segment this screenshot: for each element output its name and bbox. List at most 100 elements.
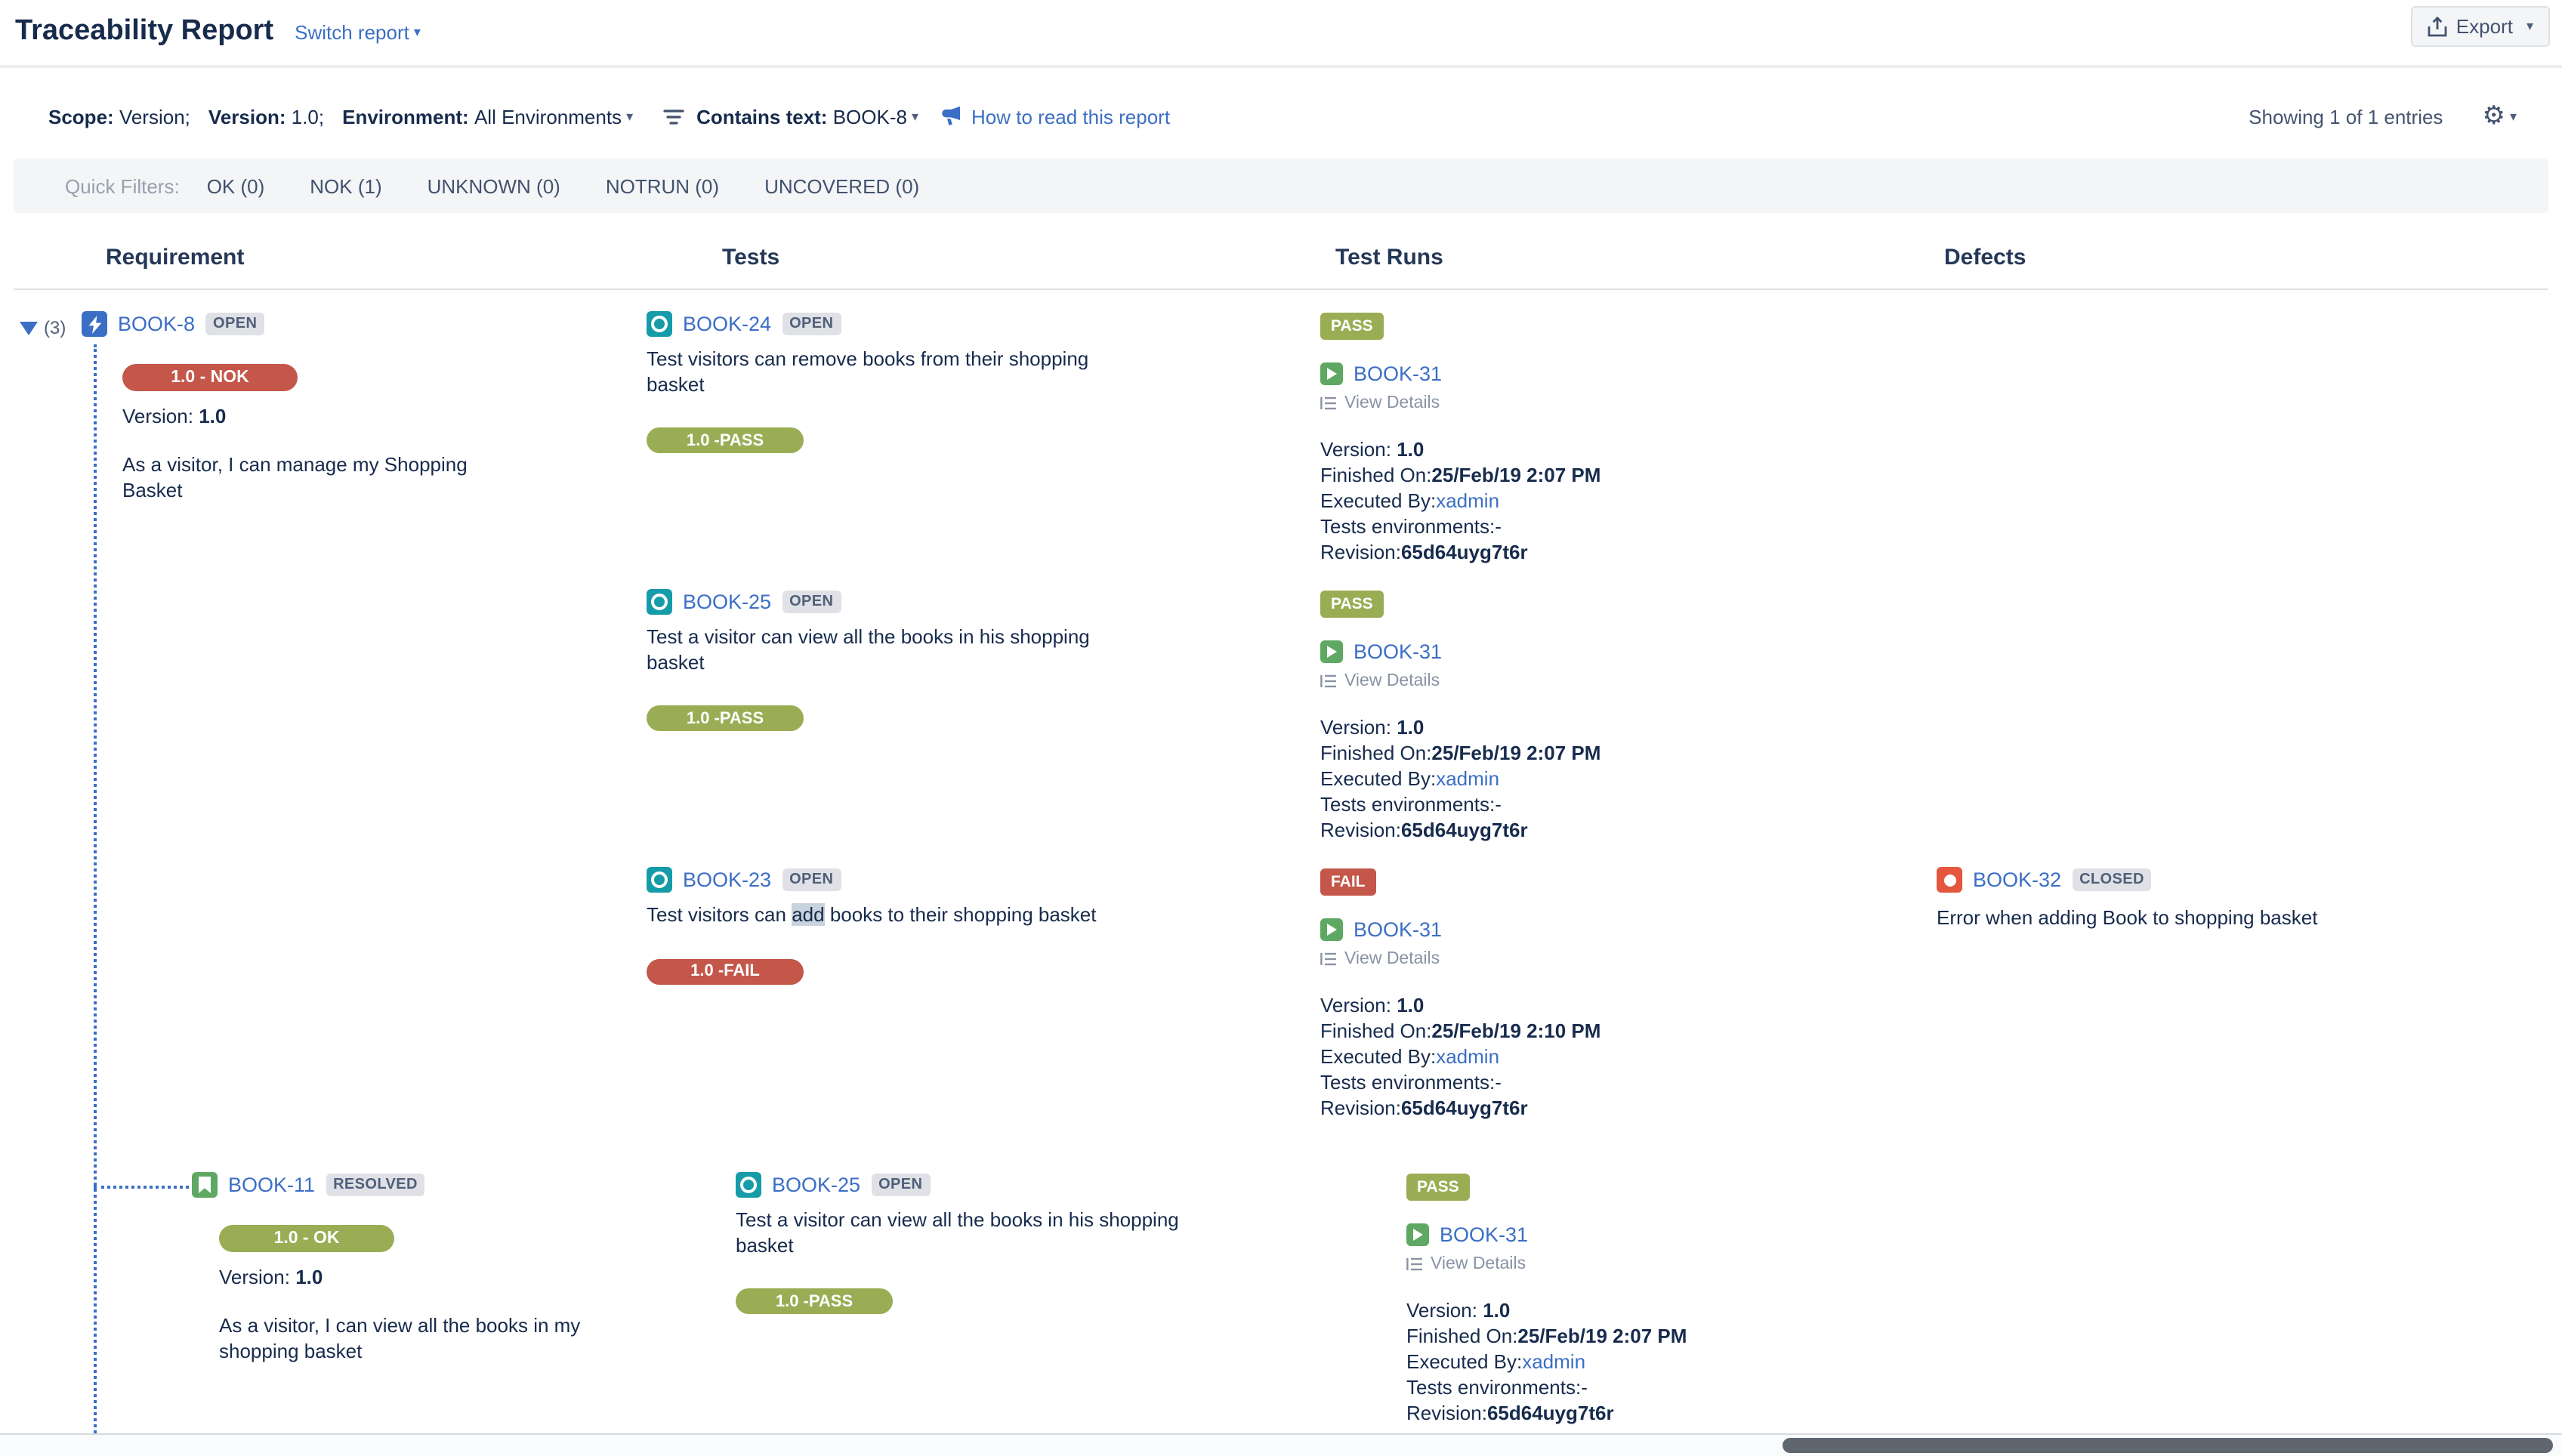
quick-filter-notrun[interactable]: NOTRUN (0) (605, 174, 720, 197)
tests-cell: BOOK-25 OPEN Test a visitor can view all… (647, 1172, 1320, 1450)
test-run-cell: PASS BOOK-31 View Details Version: 1.0 (1320, 311, 1937, 589)
text-selection-highlight: add (792, 903, 825, 926)
test-summary: Test visitors can add books to their sho… (647, 903, 1097, 926)
test-execution-icon (1320, 362, 1343, 385)
test-icon (647, 867, 672, 893)
export-button[interactable]: Export ▾ (2410, 6, 2550, 47)
status-lozenge: CLOSED (2072, 868, 2152, 891)
settings-dropdown[interactable]: ⚙ ▾ (2482, 101, 2517, 131)
view-details-link[interactable]: View Details (1320, 672, 1937, 690)
traceability-table: Requirement Tests Test Runs Defects (3) (14, 225, 2548, 1456)
test-icon (647, 311, 672, 337)
chevron-down-icon: ▾ (2509, 108, 2517, 123)
quick-filter-unknown[interactable]: UNKNOWN (0) (427, 174, 560, 197)
tests-cell: BOOK-24 OPEN Test visitors can remove bo… (647, 311, 1320, 589)
table-header: Requirement Tests Test Runs Defects (14, 225, 2548, 290)
story-icon (82, 311, 107, 337)
gear-icon: ⚙ (2482, 101, 2505, 130)
switch-report-link[interactable]: Switch report ▾ (295, 20, 421, 43)
run-key-link[interactable]: BOOK-31 (1354, 362, 1443, 385)
test-version-status-badge: 1.0 -PASS (647, 427, 804, 453)
how-to-read-link[interactable]: How to read this report (940, 105, 1170, 128)
horizontal-scrollbar-track (0, 1433, 2562, 1456)
test-execution-icon (1320, 640, 1343, 663)
executed-by-link[interactable]: xadmin (1436, 767, 1500, 790)
bug-icon (1937, 867, 1962, 893)
environment-dropdown[interactable]: Environment: All Environments ▾ (342, 105, 634, 128)
requirement-cell: BOOK-8 OPEN 1.0 - NOK Version: 1.0 As a … (66, 311, 647, 503)
scope-label: Scope: (48, 105, 114, 128)
test-execution-icon (1406, 1223, 1429, 1246)
top-bar: Traceability Report Switch report ▾ Expor… (0, 0, 2562, 68)
view-details-link[interactable]: View Details (1320, 394, 1937, 412)
test-icon (736, 1172, 761, 1198)
test-execution-icon (1320, 918, 1343, 941)
run-key-link[interactable]: BOOK-31 (1354, 640, 1443, 663)
run-details: Version: 1.0 Finished On:25/Feb/19 2:10 … (1320, 994, 1601, 1119)
page-title: Traceability Report (15, 15, 274, 47)
view-details-link[interactable]: View Details (1320, 950, 1937, 968)
quick-filter-ok[interactable]: OK (0) (206, 174, 265, 197)
table-body: (3) BOOK-8 OPEN 1.0 - NOK Version: 1.0 A… (14, 290, 2548, 1456)
test-key-link[interactable]: BOOK-25 (683, 591, 772, 613)
test-run-cell: PASS BOOK-31 View Details Version: 1.0 (1320, 589, 1937, 867)
run-details: Version: 1.0 Finished On:25/Feb/19 2:07 … (1320, 716, 1601, 841)
test-run-cell: PASS BOOK-31 View Details Version: 1.0 (1320, 1172, 1937, 1450)
requirement-summary: As a visitor, I can view all the books i… (219, 1314, 581, 1362)
run-key-link[interactable]: BOOK-31 (1440, 1223, 1529, 1246)
coverage-group: BOOK-25 OPEN Test a visitor can view all… (647, 589, 2548, 867)
test-summary: Test a visitor can view all the books in… (736, 1208, 1179, 1256)
details-icon (1320, 674, 1337, 689)
chevron-down-icon: ▾ (911, 108, 919, 123)
quick-filter-uncovered[interactable]: UNCOVERED (0) (764, 174, 920, 197)
export-icon (2428, 16, 2447, 37)
test-key-link[interactable]: BOOK-23 (683, 868, 772, 891)
test-summary: Test visitors can remove books from thei… (647, 347, 1089, 395)
coverage-group: BOOK-24 OPEN Test visitors can remove bo… (647, 311, 2548, 589)
horizontal-scrollbar-thumb[interactable] (1783, 1438, 2553, 1453)
run-key-link[interactable]: BOOK-31 (1354, 918, 1443, 941)
linked-tests-count: (3) (44, 317, 66, 338)
test-version-status-badge: 1.0 -PASS (736, 1288, 893, 1314)
toolbar-right: Showing 1 of 1 entries ⚙ ▾ (2249, 101, 2517, 131)
test-key-link[interactable]: BOOK-24 (683, 313, 772, 335)
view-details-link[interactable]: View Details (1406, 1255, 1937, 1273)
run-status-badge: PASS (1320, 591, 1384, 618)
collapse-toggle[interactable] (20, 321, 38, 335)
details-icon (1320, 396, 1337, 411)
tests-cell: BOOK-25 OPEN Test a visitor can view all… (647, 589, 1320, 867)
chevron-down-icon: ▾ (2526, 18, 2533, 33)
details-icon (1320, 952, 1337, 967)
table-row: (3) BOOK-8 OPEN 1.0 - NOK Version: 1.0 A… (14, 311, 2548, 1145)
requirement-key-link[interactable]: BOOK-8 (118, 313, 196, 335)
defects-cell: BOOK-32 CLOSED Error when adding Book to… (1937, 867, 2548, 1145)
column-header-tests: Tests (722, 245, 780, 270)
run-details: Version: 1.0 Finished On:25/Feb/19 2:07 … (1320, 438, 1601, 563)
contains-text-dropdown[interactable]: Contains text: BOOK-8 ▾ (696, 105, 919, 128)
executed-by-link[interactable]: xadmin (1522, 1350, 1586, 1373)
test-icon (647, 589, 672, 615)
quick-filter-nok[interactable]: NOK (1) (310, 174, 382, 197)
status-lozenge: OPEN (871, 1174, 931, 1196)
coverage-group: BOOK-23 OPEN Test visitors can add books… (647, 867, 2548, 1145)
details-icon (1406, 1257, 1423, 1272)
tests-cell: BOOK-23 OPEN Test visitors can add books… (647, 867, 1320, 1145)
tree-connector (94, 344, 97, 1456)
chevron-down-icon: ▾ (626, 108, 634, 123)
chevron-down-icon: ▾ (413, 23, 421, 39)
requirement-key-link[interactable]: BOOK-11 (228, 1174, 316, 1196)
defects-cell (1937, 589, 2548, 867)
coverage-groups: BOOK-25 OPEN Test a visitor can view all… (647, 1172, 2548, 1450)
requirement-version: Version: 1.0 (122, 405, 227, 427)
test-key-link[interactable]: BOOK-25 (772, 1174, 861, 1196)
defects-cell (1937, 311, 2548, 589)
defect-key-link[interactable]: BOOK-32 (1973, 868, 2062, 891)
scope-bar: Scope: Version; Version: 1.0; Environmen… (48, 105, 1170, 128)
column-header-requirement: Requirement (106, 245, 245, 270)
status-lozenge: OPEN (782, 591, 841, 613)
run-status-badge: PASS (1406, 1174, 1470, 1201)
row-gutter: (3) (14, 311, 66, 338)
executed-by-link[interactable]: xadmin (1436, 489, 1500, 512)
executed-by-link[interactable]: xadmin (1436, 1045, 1500, 1068)
quick-filters-bar: Quick Filters: OK (0) NOK (1) UNKNOWN (0… (14, 159, 2548, 213)
